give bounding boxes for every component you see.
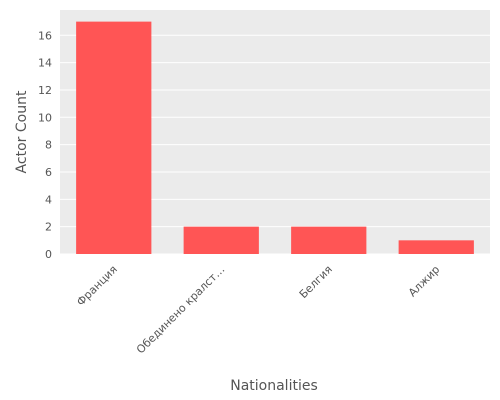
bar [398, 240, 474, 254]
y-tick-label: 12 [38, 84, 52, 97]
y-tick-labels: 0 2 4 6 8 10 12 14 16 [38, 29, 52, 261]
bar [183, 226, 259, 254]
y-axis-label: Actor Count [14, 90, 30, 173]
y-tick-label: 0 [45, 248, 52, 261]
bar [76, 21, 152, 254]
y-tick-label: 16 [38, 29, 52, 42]
bars [76, 21, 474, 254]
y-tick-label: 6 [45, 166, 52, 179]
x-tick-label: Франция [74, 263, 120, 309]
x-tick-label: Обединено кралст… [134, 263, 227, 356]
bar [291, 226, 367, 254]
y-tick-label: 2 [45, 221, 52, 234]
y-tick-label: 8 [45, 139, 52, 152]
x-axis-label: Nationalities [230, 378, 318, 394]
x-tick-label: Алжир [406, 263, 442, 299]
x-tick-label: Белгия [297, 263, 335, 301]
x-tick-labels: Франция Обединено кралст… Белгия Алжир [74, 263, 442, 356]
y-tick-label: 14 [38, 57, 52, 70]
y-tick-label: 4 [45, 193, 52, 206]
y-tick-label: 10 [38, 111, 52, 124]
